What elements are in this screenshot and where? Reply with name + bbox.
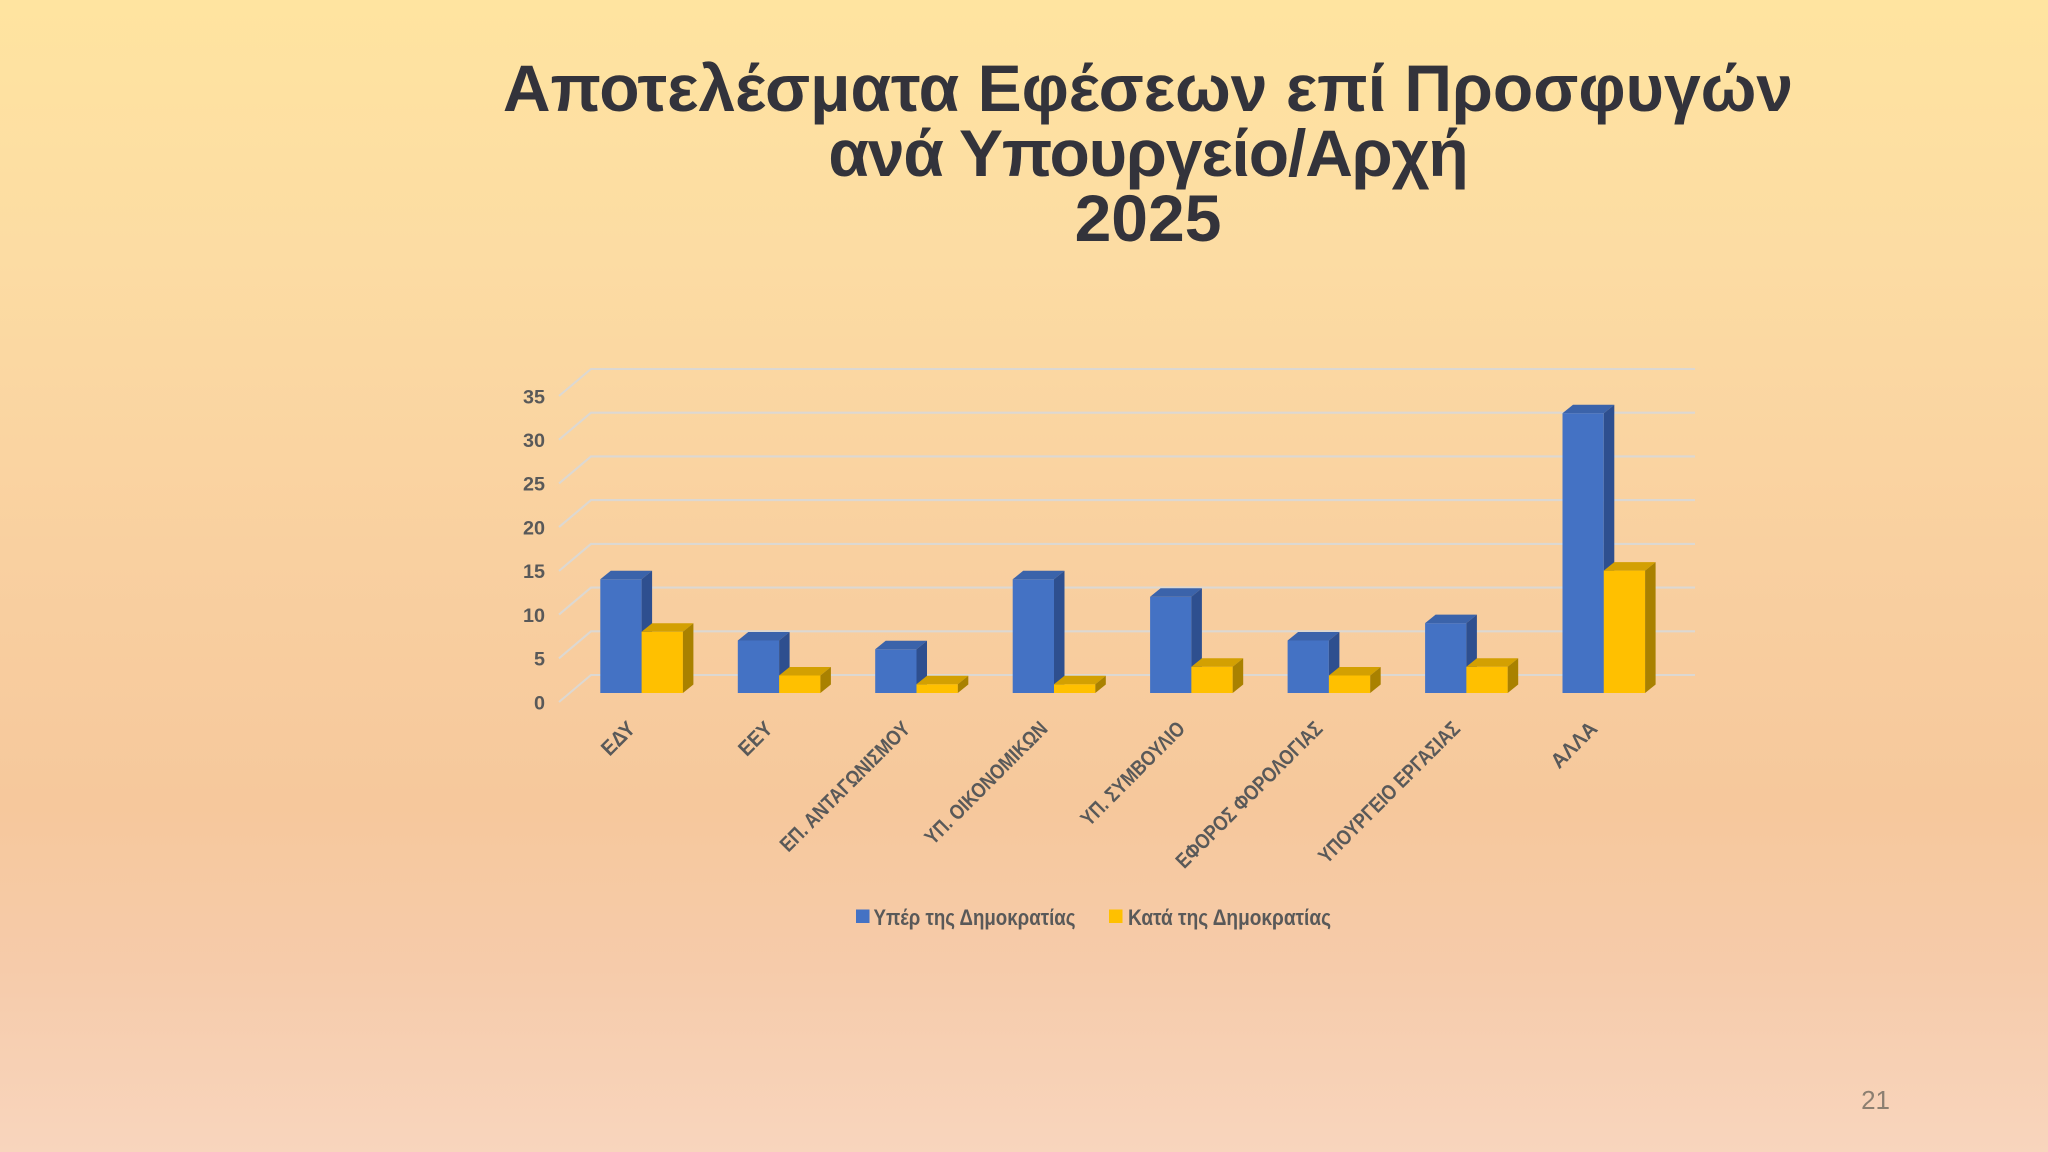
svg-text:5: 5 [534,649,545,671]
svg-text:ΕΕΥ: ΕΕΥ [734,717,777,760]
svg-text:ΥΠΟΥΡΓΕΙΟ ΕΡΓΑΣΙΑΣ: ΥΠΟΥΡΓΕΙΟ ΕΡΓΑΣΙΑΣ [1314,717,1465,868]
svg-text:ΥΠ. ΣΥΜΒΟΥΛΙΟ: ΥΠ. ΣΥΜΒΟΥΛΙΟ [1076,717,1189,830]
svg-text:Κατά της Δημοκρατίας: Κατά της Δημοκρατίας [1128,905,1331,930]
svg-text:ΥΠ. ΟΙΚΟΝΟΜΙΚΩΝ: ΥΠ. ΟΙΚΟΝΟΜΙΚΩΝ [920,717,1052,849]
svg-text:10: 10 [523,605,545,627]
svg-text:ΑΛΛΑ: ΑΛΛΑ [1546,717,1602,773]
svg-text:35: 35 [523,386,545,408]
svg-text:0: 0 [534,692,545,714]
svg-text:15: 15 [523,561,545,583]
svg-text:30: 30 [523,430,545,452]
svg-text:ΕΦΟΡΟΣ ΦΟΡΟΛΟΓΙΑΣ: ΕΦΟΡΟΣ ΦΟΡΟΛΟΓΙΑΣ [1172,717,1328,873]
svg-text:20: 20 [523,517,545,539]
svg-text:ΕΠ. ΑΝΤΑΓΩΝΙΣΜΟΥ: ΕΠ. ΑΝΤΑΓΩΝΙΣΜΟΥ [776,717,915,856]
svg-text:ΕΔΥ: ΕΔΥ [597,717,640,760]
svg-text:Υπέρ της Δημοκρατίας: Υπέρ της Δημοκρατίας [874,905,1076,930]
svg-text:25: 25 [523,474,545,496]
